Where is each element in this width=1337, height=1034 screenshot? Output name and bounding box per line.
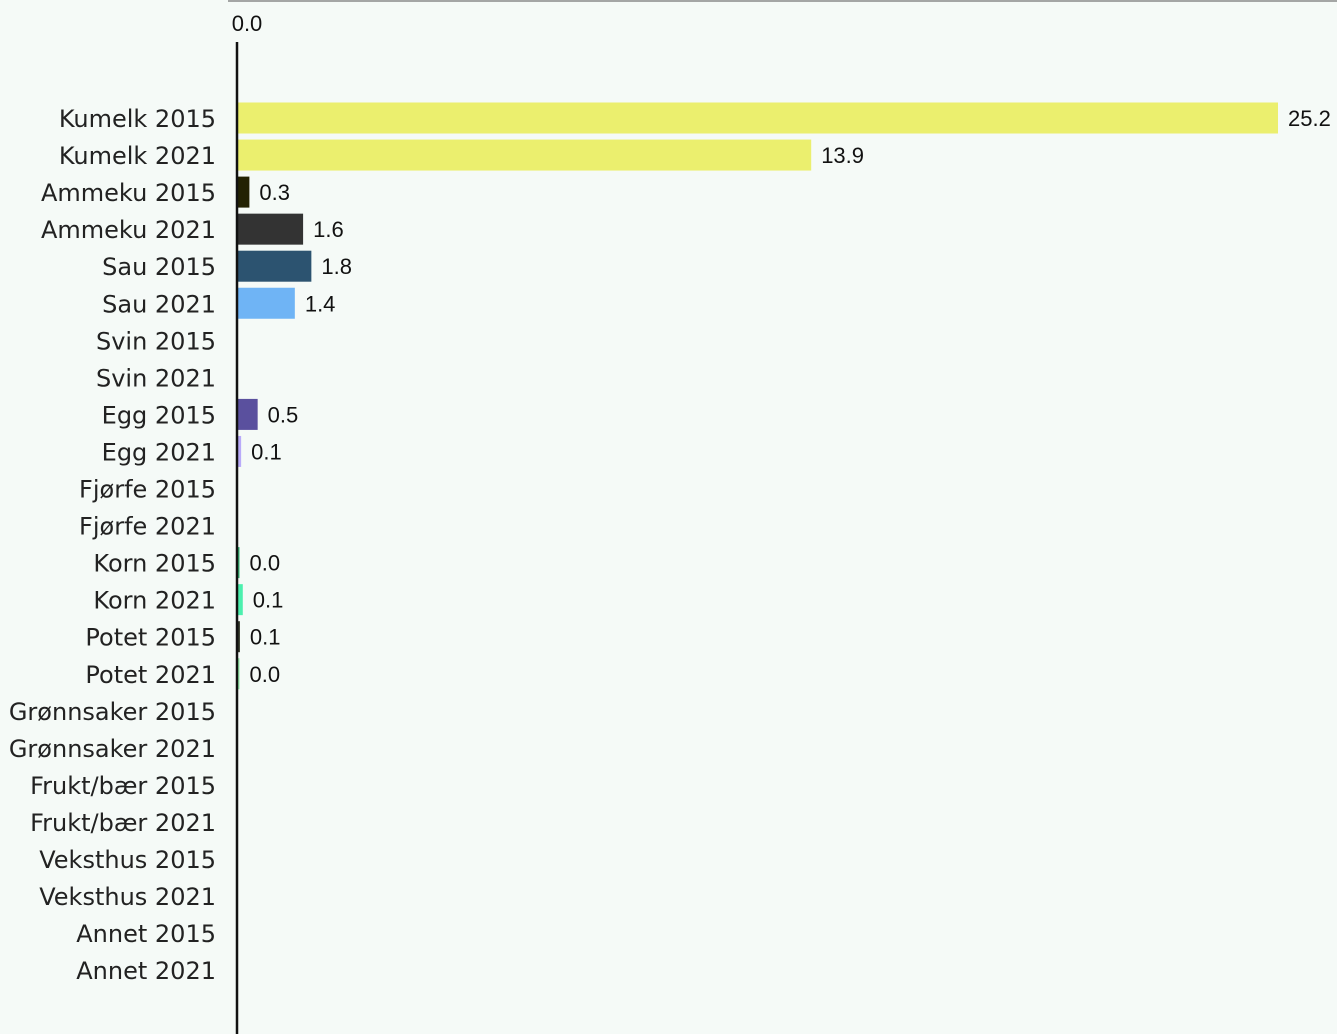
value-label-12: 0.0 [250,551,281,576]
bar-01 [237,139,812,171]
value-label-01: 13.9 [821,143,864,168]
category-label-19: Frukt/bær 2021 [30,809,216,837]
category-label-08: Egg 2015 [102,401,216,429]
value-labels: 25.2 13.9 0.3 1.6 1.8 1.4 0.5 0.1 0.0 0.1 0.1 0.0 [250,106,1331,687]
category-label-06: Svin 2015 [96,327,216,355]
value-label-08: 0.5 [268,402,299,427]
category-label-15: Potet 2021 [85,661,216,689]
category-label-17: Grønnsaker 2021 [9,735,216,763]
value-label-15: 0.0 [250,662,281,687]
value-label-09: 0.1 [251,439,282,464]
value-label-13: 0.1 [253,588,284,613]
category-label-23: Annet 2021 [76,957,216,985]
category-label-18: Frukt/bær 2015 [30,772,216,800]
category-label-09: Egg 2021 [102,438,216,466]
category-label-20: Veksthus 2015 [39,846,216,874]
bar-02 [237,176,250,208]
category-label-14: Potet 2015 [85,624,216,652]
bar-03 [237,213,304,245]
category-label-22: Annet 2015 [76,920,216,948]
bar-08 [237,398,258,430]
value-label-03: 1.6 [313,217,344,242]
category-label-00: Kumelk 2015 [59,105,216,133]
category-label-02: Ammeku 2015 [41,179,216,207]
bars-group [237,102,1278,690]
category-label-11: Fjørfe 2021 [79,513,216,541]
bar-04 [237,250,312,282]
value-label-00: 25.2 [1288,106,1331,131]
bar-13 [237,584,243,616]
bar-09 [237,435,242,467]
category-label-03: Ammeku 2021 [41,216,216,244]
category-label-01: Kumelk 2021 [59,142,216,170]
category-label-12: Korn 2015 [93,550,216,578]
category-label-21: Veksthus 2021 [39,883,216,911]
bar-00 [237,102,1278,134]
value-label-04: 1.8 [321,254,352,279]
category-label-04: Sau 2015 [102,253,216,281]
category-label-05: Sau 2021 [102,290,216,318]
value-label-02: 0.3 [259,180,290,205]
top-axis-tick-label: 0.0 [232,11,263,36]
value-label-14: 0.1 [250,625,281,650]
bar-05 [237,287,295,319]
category-labels: Kumelk 2015 Kumelk 2021 Ammeku 2015 Ammeku … [9,105,216,985]
category-label-10: Fjørfe 2015 [79,476,216,504]
category-label-16: Grønnsaker 2015 [9,698,216,726]
category-label-13: Korn 2021 [93,587,216,615]
category-label-07: Svin 2021 [96,364,216,392]
bar-14 [237,621,240,653]
value-label-05: 1.4 [305,291,336,316]
